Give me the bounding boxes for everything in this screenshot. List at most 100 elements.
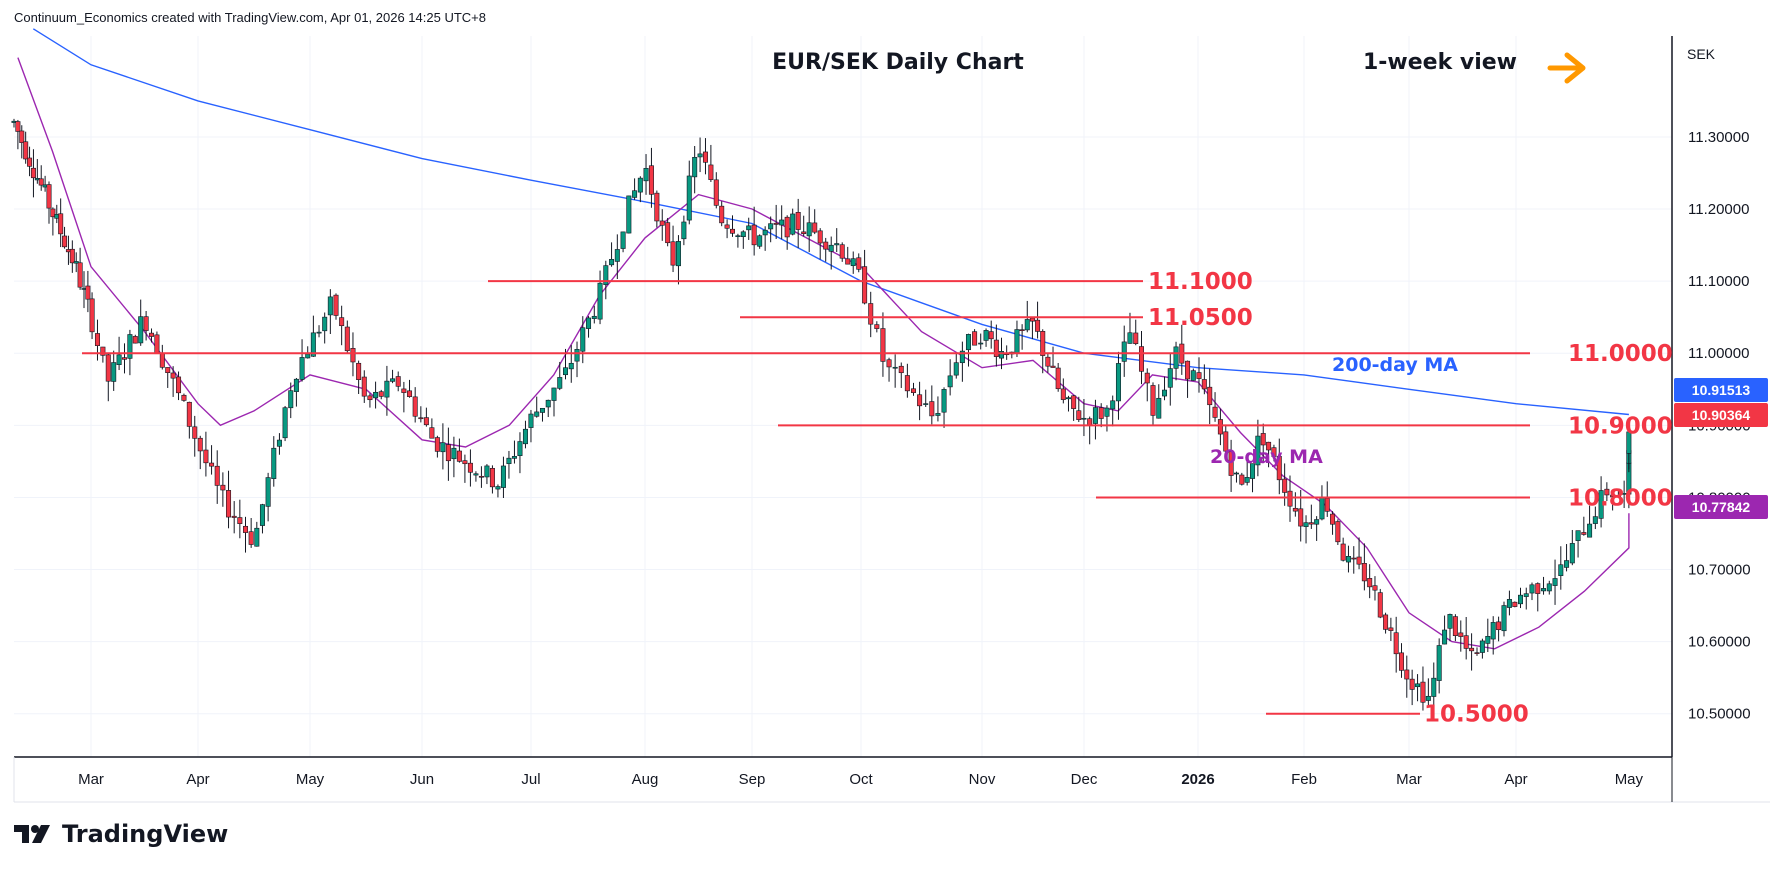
candle — [1201, 364, 1207, 395]
candle — [434, 435, 440, 458]
level-line[interactable]: 11.0500 — [740, 305, 1253, 331]
candle — [1523, 587, 1529, 610]
candle — [506, 450, 512, 479]
candle — [719, 201, 725, 227]
candle — [1626, 423, 1632, 470]
candle — [333, 293, 339, 320]
candle — [1271, 444, 1277, 462]
price-tick-label: 11.10000 — [1688, 273, 1749, 290]
date-tick-label: Oct — [849, 771, 873, 788]
candle — [1442, 615, 1448, 645]
date-tick-label: Apr — [1504, 771, 1527, 788]
candle — [395, 371, 401, 392]
candle — [401, 381, 407, 413]
candle — [643, 154, 649, 195]
candle — [626, 195, 632, 234]
candle — [440, 423, 446, 470]
candle — [545, 399, 551, 418]
candle — [69, 240, 75, 273]
date-tick-label: Sep — [739, 771, 766, 788]
candle — [105, 353, 111, 402]
candle — [557, 361, 563, 391]
candle — [373, 381, 379, 409]
candle — [675, 235, 681, 285]
candle — [50, 207, 56, 236]
candle — [1330, 511, 1336, 535]
tradingview-logo[interactable]: TradingView — [14, 820, 228, 848]
candle — [1479, 638, 1485, 659]
candle — [1040, 329, 1046, 374]
candle — [659, 209, 665, 241]
candle — [1298, 489, 1304, 542]
candle — [1506, 590, 1512, 616]
candle — [1409, 669, 1415, 706]
candle — [1517, 587, 1523, 609]
candle — [214, 450, 220, 504]
candle — [1133, 319, 1139, 346]
price-tick-label: 10.70000 — [1688, 562, 1751, 579]
date-tick-label: Apr — [186, 771, 209, 788]
candle — [845, 246, 851, 265]
candle — [965, 333, 971, 367]
candle — [19, 125, 25, 159]
candle — [1233, 471, 1239, 483]
candle — [1050, 346, 1056, 368]
candle — [724, 219, 730, 239]
candle — [1104, 405, 1110, 432]
candle — [1398, 643, 1404, 678]
candle — [27, 146, 33, 177]
time-axis: Mar Apr May Jun Jul Aug Sep Oct Nov Dec 2026 Feb Mar… — [78, 771, 1643, 788]
candle — [681, 215, 687, 246]
date-tick-label: Mar — [78, 771, 104, 788]
level-line[interactable]: 11.0000 — [82, 341, 1673, 367]
candle — [551, 387, 557, 417]
tradingview-logo-icon — [14, 825, 50, 843]
candle — [165, 367, 171, 388]
candle — [1383, 612, 1389, 634]
candle — [390, 369, 396, 384]
candle — [1060, 378, 1066, 404]
candle — [1287, 475, 1293, 522]
candle — [1436, 638, 1442, 694]
candle — [489, 465, 495, 494]
candle — [58, 198, 64, 248]
level-line[interactable]: 10.8000 — [1096, 485, 1673, 511]
candle — [265, 472, 271, 522]
level-line[interactable]: 10.9000 — [778, 413, 1673, 439]
candle — [1276, 438, 1282, 495]
candle — [784, 215, 790, 250]
candle — [923, 389, 929, 407]
candle — [170, 366, 176, 397]
price-tag: 10.90364 — [1674, 403, 1768, 427]
candle — [817, 228, 823, 260]
candle — [597, 270, 603, 325]
level-label: 11.1000 — [1148, 269, 1253, 295]
candle — [729, 215, 735, 237]
price-tag-label: 10.91513 — [1692, 382, 1751, 398]
candle — [186, 401, 192, 439]
candle — [1314, 516, 1320, 541]
candle — [790, 208, 796, 236]
level-label: 10.8000 — [1568, 485, 1673, 511]
candle — [534, 396, 540, 418]
candle — [574, 341, 580, 378]
candle — [568, 344, 574, 383]
candle — [708, 144, 714, 182]
candle — [77, 247, 83, 290]
candle — [993, 324, 999, 367]
candle — [1377, 588, 1383, 619]
currency-label: SEK — [1687, 46, 1716, 62]
candle — [462, 454, 468, 483]
candle — [686, 160, 692, 225]
level-line[interactable]: 11.1000 — [488, 269, 1253, 295]
candle — [203, 431, 209, 477]
candle — [801, 215, 807, 237]
candle — [1356, 537, 1362, 570]
level-label: 10.9000 — [1568, 413, 1673, 439]
candle — [1228, 439, 1234, 492]
candle — [121, 343, 127, 374]
level-line[interactable]: 10.5000 — [1266, 702, 1529, 728]
candle — [1463, 616, 1469, 660]
candle — [947, 359, 953, 396]
